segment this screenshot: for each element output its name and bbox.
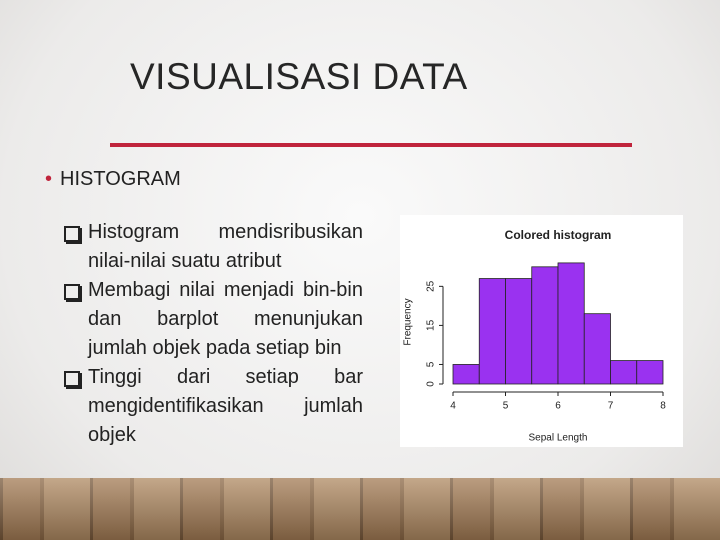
sub-bullet: Membagi nilai menjadi bin-bin dan barplo… xyxy=(62,276,363,363)
x-tick-label: 4 xyxy=(450,401,456,412)
y-axis-label: Frequency xyxy=(403,298,414,345)
y-tick-label: 0 xyxy=(426,381,437,387)
sub-bullet-text: Histogram mendisribusikan nilai-nilai su… xyxy=(88,221,363,272)
x-tick-label: 8 xyxy=(660,401,666,412)
bar xyxy=(505,278,533,385)
y-tick-label: 25 xyxy=(426,280,437,292)
chart: Colored histogram Sepal Length Frequency… xyxy=(403,228,667,444)
bar xyxy=(478,278,506,385)
bar xyxy=(583,313,611,385)
x-axis-label: Sepal Length xyxy=(529,433,588,444)
x-tick-label: 6 xyxy=(555,401,561,412)
floor-decoration xyxy=(0,478,720,540)
title-rule xyxy=(110,143,632,147)
bullet-text: HISTOGRAM xyxy=(60,168,181,190)
slide-title: VISUALISASI DATA xyxy=(130,56,468,97)
sub-bullet: Histogram mendisribusikan nilai-nilai su… xyxy=(62,218,363,276)
bar xyxy=(531,266,559,385)
bar xyxy=(610,360,638,385)
chart-title: Colored histogram xyxy=(505,228,612,242)
x-tick-label: 7 xyxy=(608,401,614,412)
bullet: • HISTOGRAM xyxy=(45,168,181,190)
sub-bullet: Tinggi dari setiap bar mengidentifikasik… xyxy=(62,363,363,450)
sub-bullet-text: Tinggi dari setiap bar mengidentifikasik… xyxy=(88,366,363,446)
sub-bullet-text: Membagi nilai menjadi bin-bin dan barplo… xyxy=(88,279,363,359)
bar xyxy=(636,360,664,385)
sub-bullets: Histogram mendisribusikan nilai-nilai su… xyxy=(62,218,363,450)
x-tick-label: 5 xyxy=(503,401,509,412)
bar xyxy=(452,364,480,385)
y-tick-label: 15 xyxy=(426,319,437,331)
y-tick-label: 5 xyxy=(426,361,437,367)
chart-image: Colored histogram Sepal Length Frequency… xyxy=(400,215,683,447)
bar xyxy=(557,262,585,385)
